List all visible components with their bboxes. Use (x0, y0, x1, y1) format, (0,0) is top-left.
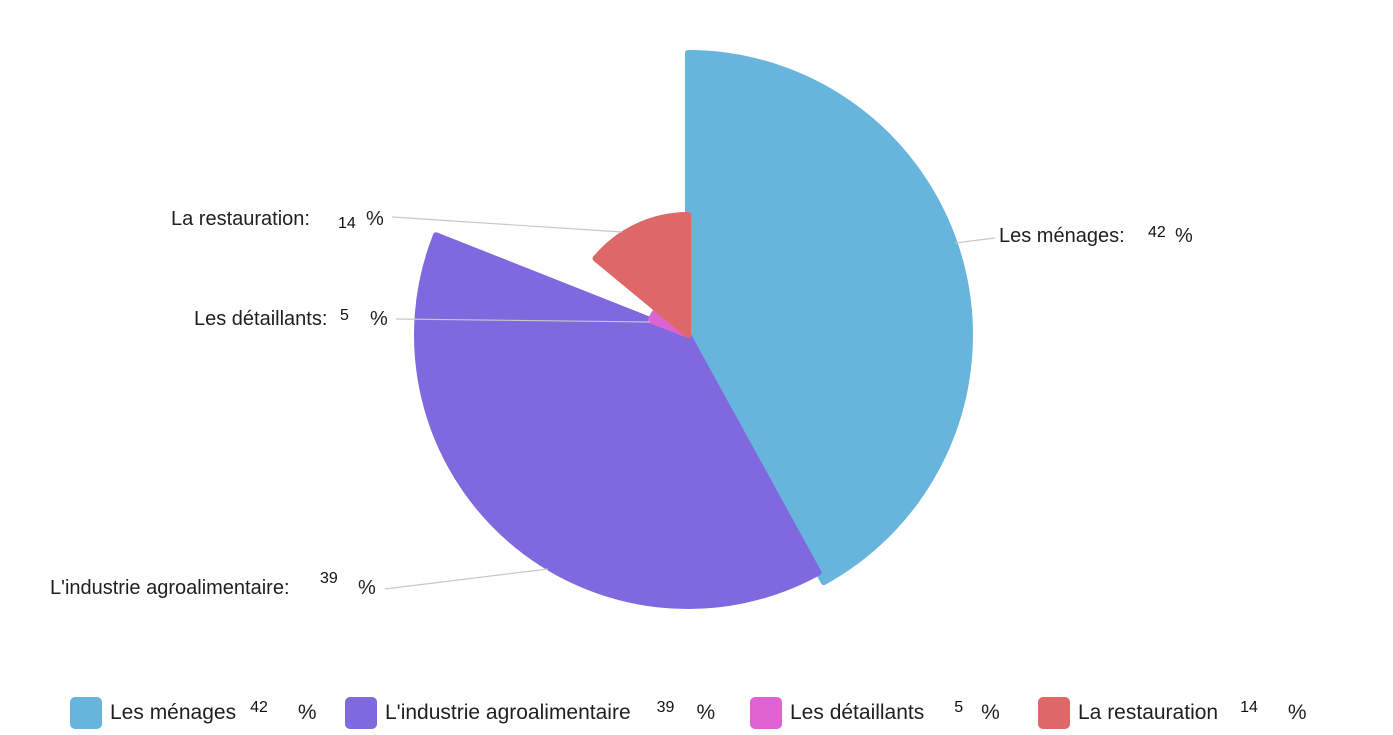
legend-item-2[interactable]: Les détaillants 5% (750, 696, 1000, 730)
slice-callouts: Les ménages: 42 % L'industrie agroalimentai… (50, 208, 1193, 599)
legend-unit-3: % (1287, 701, 1307, 724)
legend-label-0: Les ménages (110, 701, 237, 724)
pie-chart: Les ménages: 42 % L'industrie agroalimentai… (50, 50, 1193, 609)
pie-slice-3[interactable] (592, 212, 691, 338)
legend: Les ménages 42% L'industrie agroalimentair… (70, 696, 1370, 730)
callout-unit-0: % (1175, 225, 1193, 247)
callout-unit-2: % (370, 308, 388, 330)
legend-item-0[interactable]: Les ménages 42% (70, 696, 317, 730)
leader-line-1 (384, 568, 549, 590)
legend-label-3: La restauration (1078, 701, 1219, 724)
callout-label-1: L'industrie agroalimentaire: (50, 577, 290, 599)
legend-item-1[interactable]: L'industrie agroalimentaire 39% (345, 696, 715, 730)
legend-value-0: 42 (250, 699, 268, 716)
legend-unit-0: % (297, 701, 317, 724)
leader-line-2 (395, 318, 651, 323)
callout-value-3: 14 (338, 215, 356, 232)
legend-label-2: Les détaillants (790, 701, 925, 724)
callout-unit-1: % (358, 577, 376, 599)
callout-label-0: Les ménages: (999, 225, 1125, 247)
callout-value-0: 42 (1148, 224, 1166, 241)
legend-swatch-0 (70, 697, 102, 729)
legend-value-2: 5 (954, 699, 964, 716)
legend-value-1: 39 (656, 699, 675, 716)
legend-label-1: L'industrie agroalimentaire (385, 701, 631, 724)
legend-unit-2: % (981, 701, 1000, 724)
legend-swatch-1 (345, 697, 377, 729)
legend-swatch-2 (750, 697, 782, 729)
callout-value-2: 5 (340, 307, 349, 324)
callout-label-3: La restauration: (171, 208, 310, 230)
leader-line-0 (954, 237, 996, 244)
callout-value-1: 39 (320, 570, 338, 587)
pie-slices (414, 50, 973, 609)
legend-value-3: 14 (1240, 699, 1258, 716)
leader-line-3 (391, 216, 623, 233)
legend-item-3[interactable]: La restauration 14% (1038, 696, 1307, 730)
leader-lines (384, 216, 996, 590)
callout-label-2: Les détaillants: (194, 308, 327, 330)
legend-swatch-3 (1038, 697, 1070, 729)
legend-unit-1: % (696, 701, 716, 724)
pie-slice-1[interactable] (414, 232, 822, 609)
callout-unit-3: % (366, 208, 384, 230)
pie-slice-0[interactable] (685, 50, 973, 586)
